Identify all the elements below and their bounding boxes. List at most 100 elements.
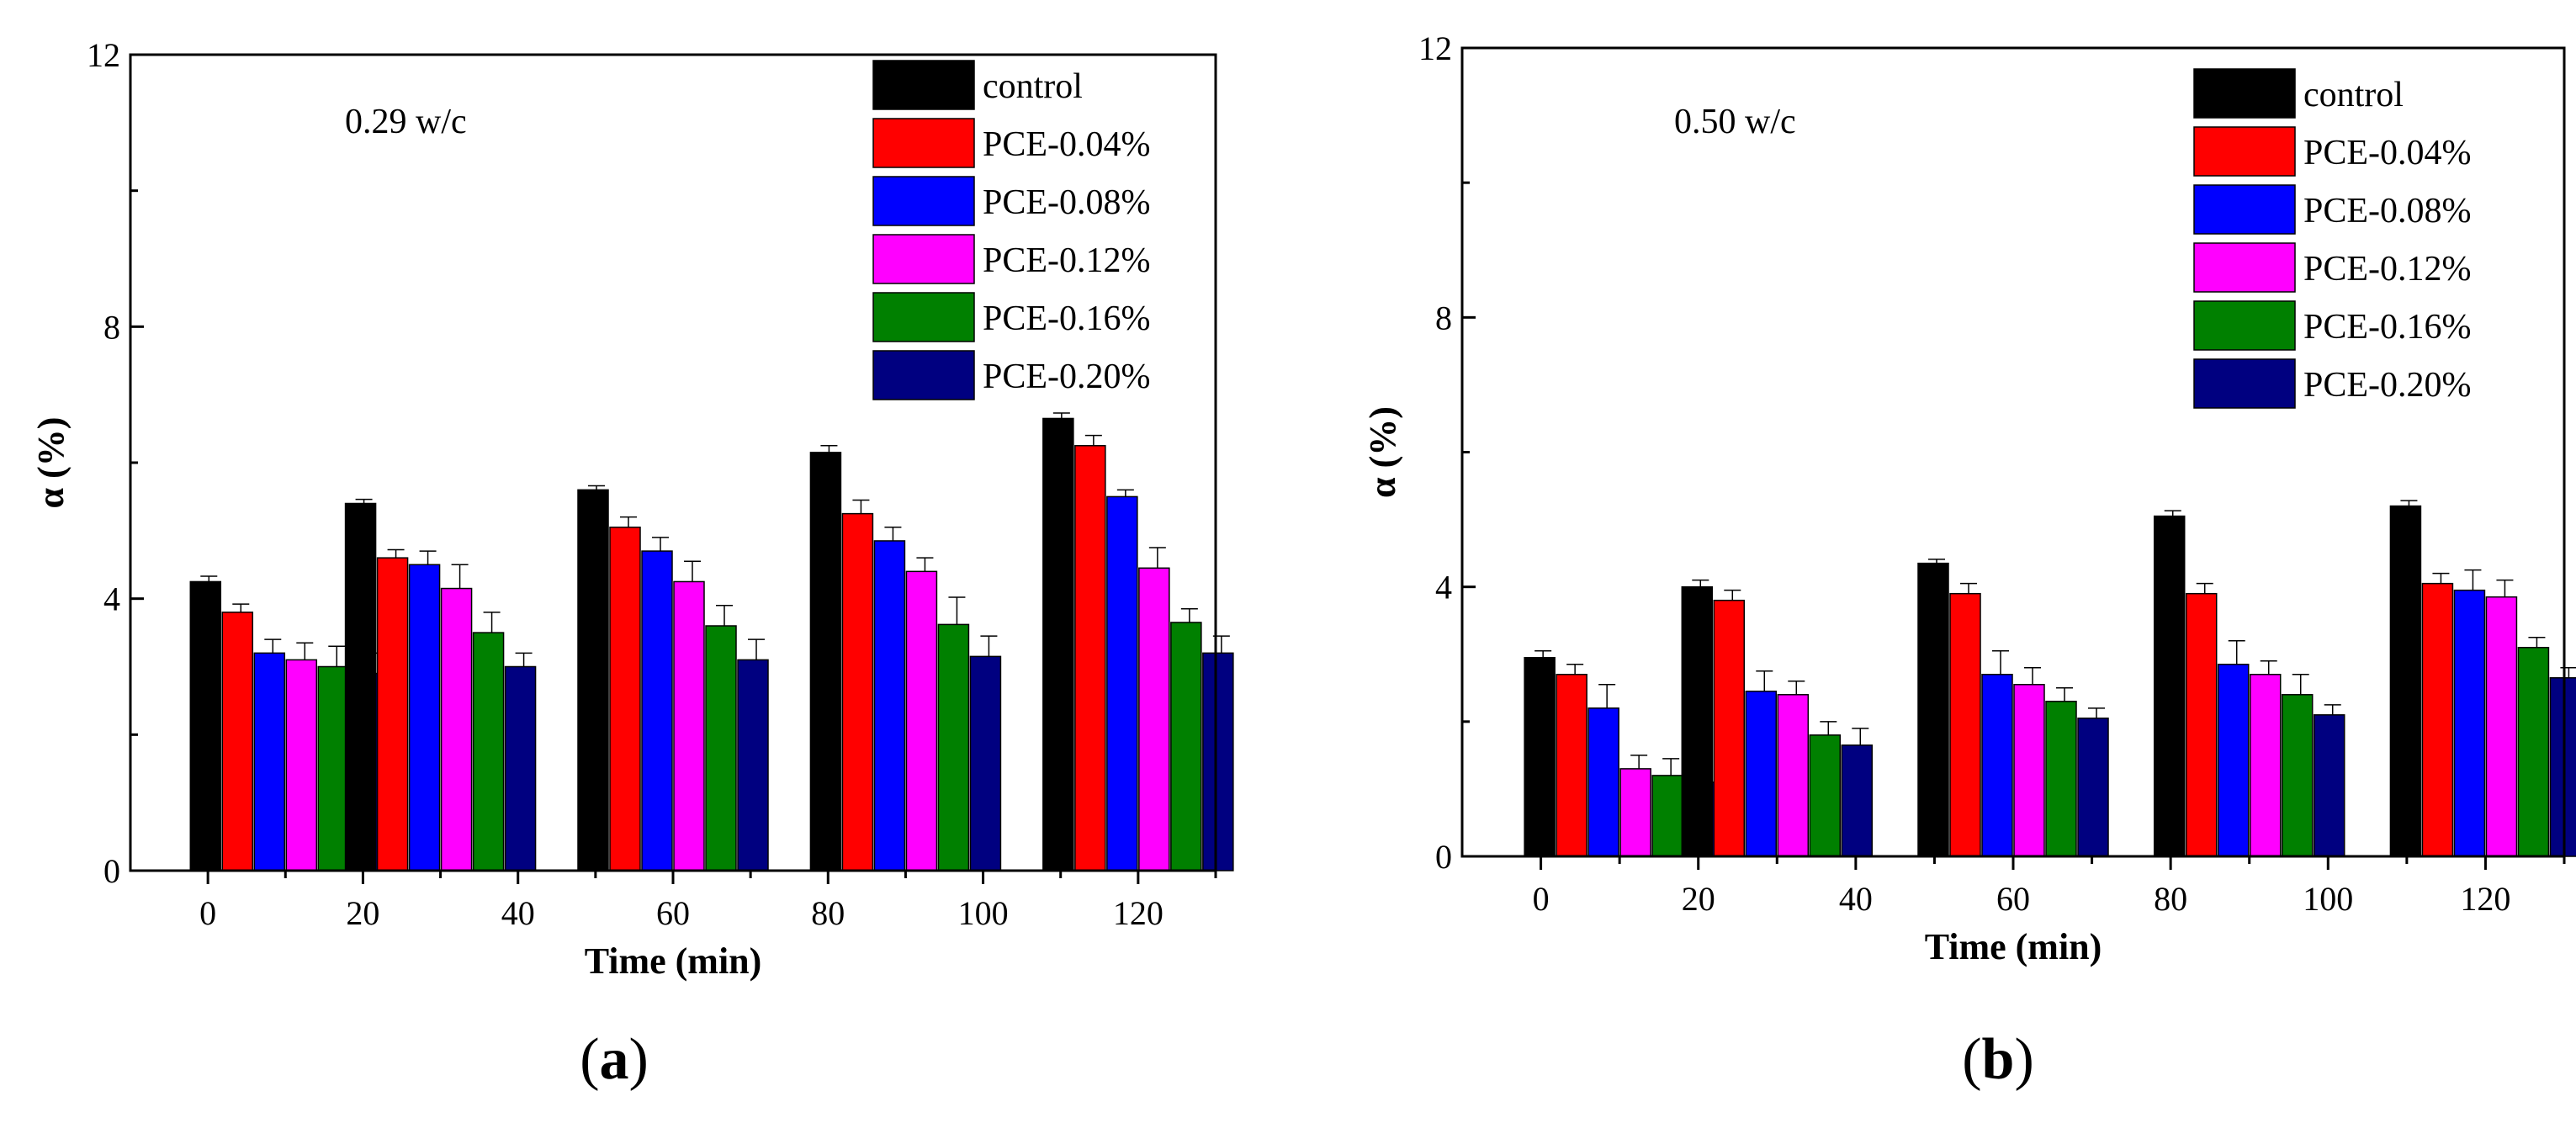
bar-control-g4 [1042, 417, 1074, 871]
bar-pce-0-04--g0 [1556, 674, 1587, 857]
y-axis-title: α (%) [1362, 406, 1403, 498]
legend-swatch [872, 292, 975, 342]
y-tick-label: 8 [1435, 299, 1452, 336]
x-tick-label: 20 [346, 894, 379, 932]
y-axis-title: α (%) [30, 417, 72, 509]
bar-pce-0-16--g3 [937, 623, 970, 871]
legend-label: PCE-0.12% [2303, 250, 2472, 289]
bar-pce-0-20--g4 [1202, 652, 1234, 871]
bar-pce-0-20--g3 [2313, 714, 2345, 857]
bar-pce-0-04--g0 [221, 612, 254, 871]
x-tick-label: 100 [2303, 880, 2353, 918]
x-tick-label: 60 [656, 894, 690, 932]
legend-label: PCE-0.08% [2303, 192, 2472, 230]
bar-pce-0-08--g3 [873, 540, 906, 871]
bar-pce-0-08--g1 [408, 564, 441, 871]
bar-pce-0-12--g3 [2249, 674, 2282, 857]
bar-pce-0-20--g2 [737, 659, 769, 871]
x-tick-label: 100 [958, 894, 1009, 932]
x-tick-label: 20 [1682, 880, 1715, 918]
legend-label: PCE-0.20% [2303, 366, 2472, 405]
legend-swatch [2193, 68, 2296, 119]
x-tick-label: 40 [1839, 880, 1873, 918]
bar-pce-0-16--g2 [2045, 701, 2077, 857]
bar-pce-0-04--g3 [841, 512, 874, 871]
x-tick-label: 60 [1996, 880, 2030, 918]
panel-label: (b) [1962, 1027, 2034, 1092]
bar-pce-0-08--g0 [1587, 707, 1619, 857]
x-tick-label: 120 [1113, 894, 1163, 932]
x-tick-label: 40 [501, 894, 535, 932]
bar-control-g1 [344, 502, 377, 871]
x-tick-label: 0 [1533, 880, 1550, 918]
bar-pce-0-16--g1 [1809, 734, 1842, 857]
legend-swatch [2193, 300, 2296, 351]
bar-pce-0-08--g1 [1745, 691, 1778, 857]
legend-label: PCE-0.04% [983, 125, 1151, 164]
bar-control-g2 [1917, 562, 1949, 857]
bar-pce-0-16--g0 [1651, 775, 1683, 857]
bar-pce-0-20--g2 [2077, 718, 2109, 857]
bar-pce-0-12--g2 [2013, 684, 2045, 857]
bar-pce-0-04--g1 [376, 557, 409, 871]
bar-pce-0-16--g3 [2281, 694, 2314, 857]
bar-pce-0-04--g4 [1074, 445, 1106, 871]
bar-pce-0-08--g0 [253, 652, 286, 871]
bar-pce-0-12--g1 [440, 587, 473, 871]
bar-pce-0-12--g0 [285, 659, 318, 871]
y-tick-label: 0 [103, 852, 120, 890]
legend-label: control [983, 67, 1083, 106]
bar-control-g3 [809, 452, 842, 871]
x-tick-label: 0 [199, 894, 216, 932]
bar-pce-0-04--g2 [609, 527, 641, 871]
bar-pce-0-12--g4 [1138, 567, 1170, 871]
legend-swatch [872, 60, 975, 110]
bar-pce-0-12--g1 [1777, 694, 1810, 857]
bar-pce-0-16--g1 [472, 632, 505, 871]
bar-control-g1 [1681, 585, 1714, 857]
legend-swatch [2193, 358, 2296, 409]
bar-pce-0-08--g2 [1981, 674, 2013, 857]
x-tick-label: 80 [811, 894, 845, 932]
legend-swatch [2193, 184, 2296, 235]
bar-pce-0-16--g4 [1170, 622, 1202, 871]
legend-label: PCE-0.20% [983, 358, 1151, 396]
bar-pce-0-08--g4 [1106, 495, 1138, 871]
bar-pce-0-20--g1 [1841, 744, 1874, 857]
legend-label: PCE-0.04% [2303, 134, 2472, 172]
bar-pce-0-08--g2 [641, 550, 673, 871]
bar-pce-0-08--g4 [2453, 589, 2486, 857]
bar-pce-0-20--g1 [504, 665, 537, 871]
bar-pce-0-04--g2 [1949, 592, 1981, 857]
bar-control-g0 [189, 580, 222, 871]
legend-swatch [872, 176, 975, 226]
y-tick-label: 4 [1435, 569, 1452, 607]
y-tick-label: 8 [103, 308, 120, 346]
bar-control-g2 [577, 489, 609, 871]
legend-label: PCE-0.12% [983, 241, 1151, 280]
panel-label: (a) [580, 1027, 649, 1092]
legend-swatch [2193, 242, 2296, 293]
legend-swatch [872, 118, 975, 168]
bar-pce-0-20--g3 [969, 655, 1002, 871]
bar-pce-0-12--g4 [2485, 596, 2518, 857]
bar-pce-0-12--g3 [905, 570, 938, 871]
legend-label: PCE-0.16% [983, 299, 1151, 338]
bar-control-g3 [2153, 515, 2186, 857]
bar-pce-0-04--g1 [1713, 599, 1746, 857]
bar-control-g4 [2389, 505, 2422, 857]
y-tick-label: 0 [1435, 838, 1452, 876]
bar-pce-0-04--g3 [2185, 592, 2218, 857]
y-tick-label: 4 [103, 580, 120, 618]
bar-pce-0-16--g0 [317, 665, 350, 871]
legend-swatch [2193, 126, 2296, 177]
bar-pce-0-16--g4 [2517, 646, 2550, 857]
legend-label: control [2303, 76, 2404, 114]
legend-swatch [872, 234, 975, 284]
bar-pce-0-16--g2 [705, 625, 737, 871]
x-tick-label: 120 [2460, 880, 2510, 918]
bar-pce-0-08--g3 [2217, 664, 2250, 857]
